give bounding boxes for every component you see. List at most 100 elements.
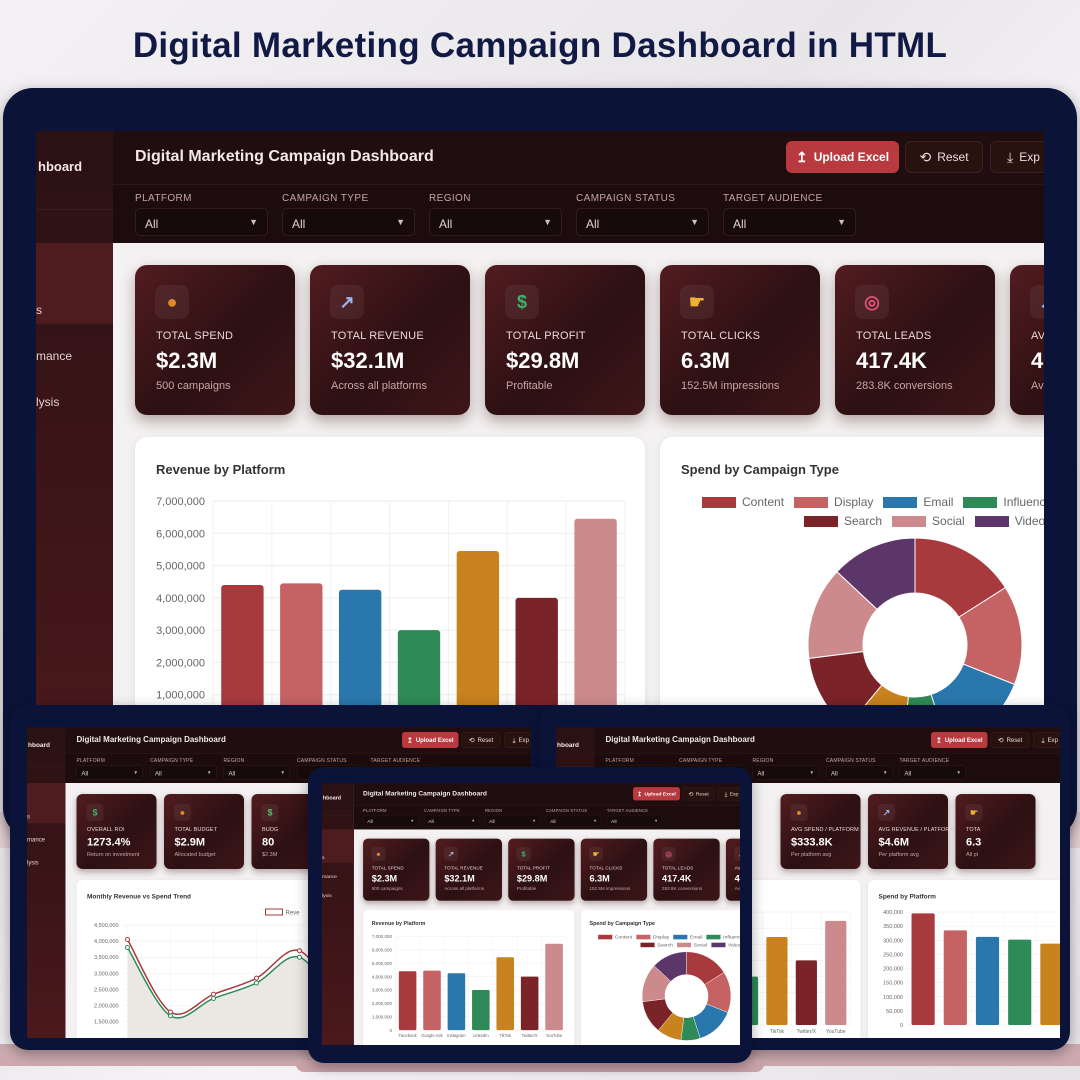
- legend-item[interactable]: Video: [974, 514, 1044, 528]
- chart-title: Monthly Revenue vs Spend Trend: [87, 892, 192, 901]
- export-button[interactable]: ⤓ Exp: [504, 732, 531, 748]
- kpi-card[interactable]: ☛ TOTAL CLICKS 6.3M 152.5M impressions: [660, 265, 820, 415]
- chevron-down-icon: ▼: [249, 217, 258, 227]
- filter-label: REGION: [752, 758, 774, 764]
- sidebar-item[interactable]: lysis: [322, 892, 332, 899]
- sidebar-item[interactable]: mance: [36, 349, 73, 363]
- sidebar-item-active[interactable]: [36, 243, 113, 323]
- dashboard-title: Digital Marketing Campaign Dashboard: [135, 148, 434, 165]
- kpi-card[interactable]: ● AVG SPEND / PLATFORM $333.8K Per platform…: [780, 794, 861, 869]
- reset-button[interactable]: ⟲ Reset: [990, 732, 1030, 748]
- area-fill: [127, 947, 343, 1038]
- sidebar-item[interactable]: mance: [27, 836, 46, 843]
- kpi-label: AVG REVENUE / PLATFORM: [878, 826, 955, 833]
- filter-value: All: [757, 770, 765, 777]
- sidebar-item[interactable]: lysis: [27, 859, 39, 866]
- legend-item[interactable]: Display: [794, 495, 873, 509]
- kpi-card[interactable]: $ TOTAL PROFIT $29.8M Profitable: [508, 838, 575, 901]
- kpi-subtext: Allocated budget: [174, 851, 216, 858]
- bar-chart: 0 1,000,000 2,000,000 3,000,000 4,000,000 5,0…: [372, 934, 567, 1038]
- filter-select-target-audience[interactable]: All ▼: [723, 208, 856, 236]
- filter-select-campaign-status[interactable]: All ▼: [826, 765, 893, 780]
- upload-icon: ↥: [637, 790, 643, 797]
- kpi-card[interactable]: ◎ TOTAL LEADS 417.4K 283.8K conversions: [653, 838, 720, 901]
- sidebar-item[interactable]: s: [27, 813, 30, 820]
- upload-excel-button[interactable]: ↥ Upload Excel: [402, 732, 459, 748]
- filter-select-campaign-type[interactable]: All ▼: [424, 814, 480, 827]
- sidebar-item[interactable]: s: [322, 854, 325, 861]
- slice-influencer: [906, 693, 936, 705]
- legend-label: Influencer: [1003, 495, 1044, 509]
- kpi-card[interactable]: ◎ TOTAL LEADS 417.4K 283.8K conversions: [835, 265, 995, 415]
- filter-select-platform[interactable]: All ▼: [135, 208, 268, 236]
- export-button[interactable]: ⤓ Exp: [990, 141, 1044, 173]
- legend-item[interactable]: Content: [598, 934, 632, 940]
- sidebar-item[interactable]: mance: [322, 873, 337, 880]
- filter-select-platform[interactable]: All ▼: [363, 814, 419, 827]
- legend-label: Content: [614, 933, 633, 940]
- upload-excel-button[interactable]: ↥ Upload Excel: [786, 141, 899, 173]
- sidebar-item[interactable]: s: [36, 303, 42, 317]
- kpi-card[interactable]: ● TOTAL BUDGET $2.9M Allocated budget: [164, 794, 244, 869]
- sidebar-item-active[interactable]: [322, 829, 354, 863]
- filter-select-region[interactable]: All ▼: [223, 765, 290, 780]
- kpi-card[interactable]: ↗ TOTAL REVENUE $32.1M Across all platforms: [435, 838, 502, 901]
- legend-item[interactable]: Email: [883, 495, 953, 509]
- legend-item[interactable]: Search: [804, 514, 882, 528]
- chevron-down-icon: ▼: [207, 770, 212, 775]
- kpi-card[interactable]: ● TOTAL SPEND $2.3M 500 campaigns: [135, 265, 295, 415]
- filter-select-region[interactable]: All ▼: [484, 814, 541, 827]
- filter-select-target-audience[interactable]: All ▼: [606, 814, 663, 827]
- filter-value: All: [81, 770, 89, 777]
- kpi-card[interactable]: $ OVERALL ROI 1273.4% Return on investment: [76, 794, 157, 869]
- export-button[interactable]: ⤓ Exp: [1033, 732, 1060, 748]
- filter-value: All: [550, 818, 556, 825]
- kpi-card[interactable]: ☛ TOTA 6.3 All pl: [955, 794, 1036, 869]
- kpi-label: TOTAL CLICKS: [589, 865, 623, 871]
- money-bag-icon: ●: [174, 804, 191, 821]
- filter-select-campaign-status[interactable]: All ▼: [576, 208, 709, 236]
- kpi-card[interactable]: ● TOTAL SPEND $2.3M 500 campaigns: [363, 838, 430, 901]
- kpi-card[interactable]: ↗ TOTAL REVENUE $32.1M Across all platforms: [310, 265, 470, 415]
- legend-row: Search Social Video: [640, 942, 740, 948]
- reset-button[interactable]: ⟲ Reset: [905, 141, 983, 173]
- kpi-card[interactable]: $ TOTAL PROFIT $29.8M Profitable: [485, 265, 645, 415]
- reset-icon: ⟲: [688, 790, 694, 797]
- legend-item[interactable]: Influencer: [706, 934, 740, 940]
- legend-item[interactable]: Email: [673, 934, 702, 940]
- data-point: [125, 945, 130, 951]
- filter-select-campaign-status[interactable]: All ▼: [545, 814, 602, 827]
- filter-select-target-audience[interactable]: All ▼: [899, 765, 966, 780]
- filter-select-region[interactable]: All ▼: [752, 765, 819, 780]
- kpi-card[interactable]: ↗ AVG REVENUE / PLATFORM $4.6M Per platform…: [868, 794, 954, 869]
- legend-item[interactable]: Search: [640, 942, 673, 948]
- upload-excel-button[interactable]: ↥ Upload Excel: [633, 787, 680, 801]
- filter-select-campaign-type[interactable]: All ▼: [150, 765, 217, 780]
- sidebar-item[interactable]: lysis: [36, 395, 60, 409]
- legend-item[interactable]: Social: [676, 942, 707, 948]
- filter-label: PLATFORM: [76, 758, 105, 764]
- x-tick-label: YouTube: [546, 1033, 563, 1038]
- reset-button[interactable]: ⟲ Reset: [682, 787, 715, 801]
- upload-excel-button[interactable]: ↥ Upload Excel: [931, 732, 988, 748]
- filter-select-campaign-type[interactable]: All ▼: [282, 208, 415, 236]
- legend-item[interactable]: Display: [636, 934, 669, 940]
- kpi-card[interactable]: ☛ TOTAL CLICKS 6.3M 152.5M impressions: [580, 838, 648, 901]
- legend-item[interactable]: Content: [702, 495, 784, 509]
- chevron-down-icon: ▼: [471, 818, 476, 823]
- reset-button-label: Reset: [695, 790, 709, 797]
- legend-item[interactable]: Video: [711, 942, 740, 948]
- filter-select-platform[interactable]: All ▼: [76, 765, 143, 780]
- sidebar-item-active[interactable]: [27, 783, 66, 823]
- reset-button[interactable]: ⟲ Reset: [461, 732, 501, 748]
- download-icon: ⤓: [1041, 735, 1045, 744]
- kpi-subtext: Av: [734, 886, 740, 892]
- export-button[interactable]: ⤓ Exp: [717, 787, 740, 801]
- legend-item[interactable]: Influencer: [963, 495, 1044, 509]
- y-tick-label: 2,000,000: [372, 1001, 393, 1006]
- filter-select-region[interactable]: All ▼: [429, 208, 562, 236]
- legend-item[interactable]: Social: [892, 514, 965, 528]
- bar-tiktok: [456, 551, 500, 705]
